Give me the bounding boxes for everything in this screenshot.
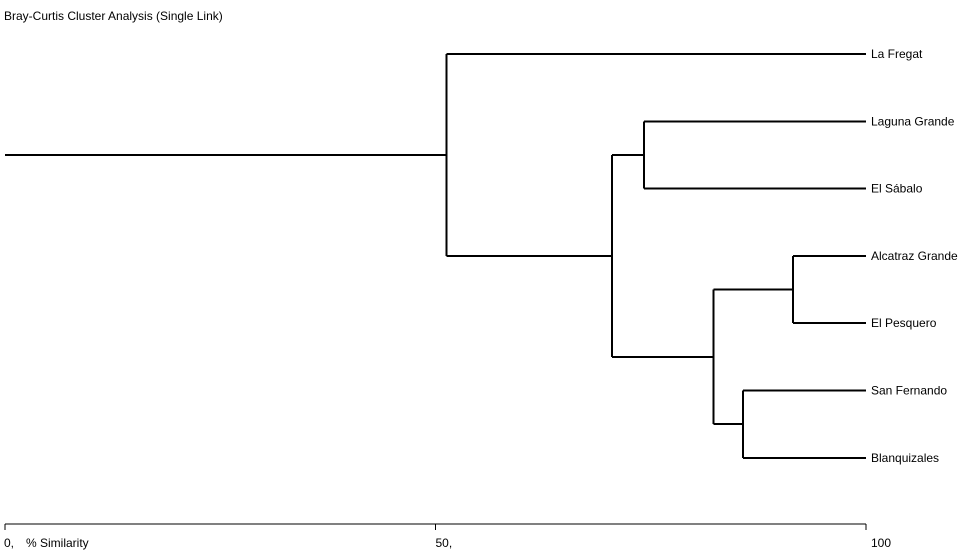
leaf-labels: La Fregat Laguna Grande El Sábalo Alcatraz … xyxy=(871,47,958,465)
axis-tick-label-0: 0, xyxy=(4,536,14,550)
chart-title: Bray-Curtis Cluster Analysis (Single Lin… xyxy=(4,9,223,23)
axis-tick-label-50: 50, xyxy=(436,536,453,550)
leaf-label-la-fregat: La Fregat xyxy=(871,47,923,61)
similarity-axis: % Similarity 0, 50, 100 xyxy=(4,523,891,550)
leaf-label-el-pesquero: El Pesquero xyxy=(871,316,937,330)
dendrogram-branches xyxy=(5,53,866,459)
axis-label: % Similarity xyxy=(26,536,89,550)
leaf-label-san-fernando: San Fernando xyxy=(871,384,947,398)
leaf-label-laguna-grande: Laguna Grande xyxy=(871,114,955,128)
axis-tick-label-100: 100 xyxy=(871,536,891,550)
leaf-label-alcatraz-grande: Alcatraz Grande xyxy=(871,249,958,263)
leaf-label-blanquizales: Blanquizales xyxy=(871,451,939,465)
leaf-label-el-sabalo: El Sábalo xyxy=(871,182,923,196)
